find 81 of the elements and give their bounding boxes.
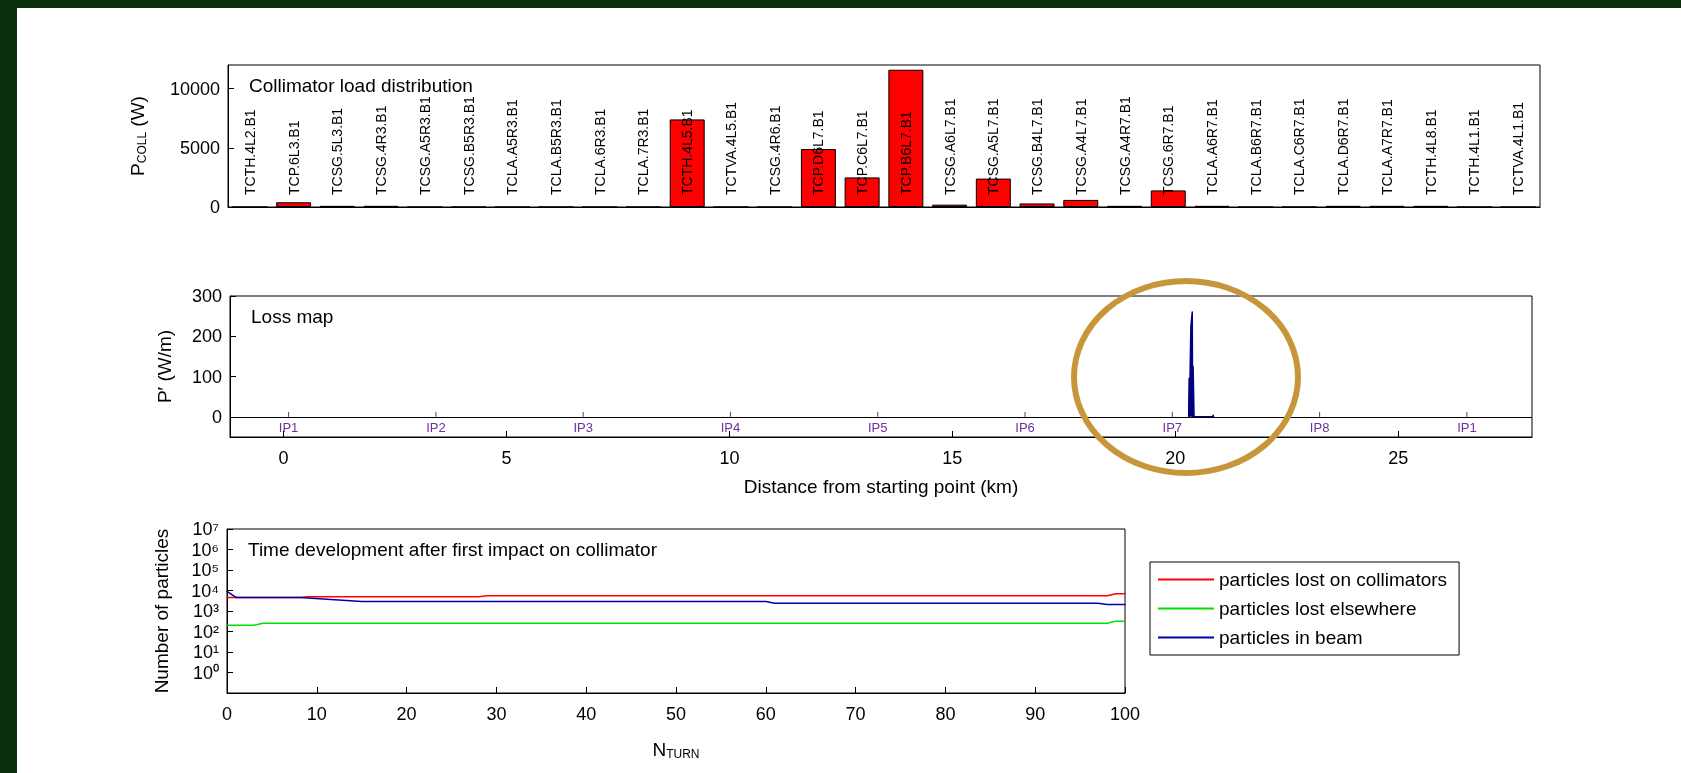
line-series: [226, 590, 1126, 606]
x-tick-label: 50: [665, 704, 687, 724]
text: Time development after first impact on collimator: [248, 539, 658, 560]
x-tick-label: TCLA.B6R7.B1: [1247, 99, 1264, 195]
x-tick-label: TCSG.A4L7.B1: [1072, 98, 1089, 195]
x-tick-label: 5: [501, 448, 512, 468]
x-tick-label: TCLA.A5R3.B1: [504, 99, 521, 195]
x-tick-label: TCSG.A5R3.B1: [416, 95, 433, 195]
x-tick-label: TCSG.5L3.B1: [329, 107, 346, 195]
y-tick-label: 10000: [169, 78, 220, 99]
annotation: IP7: [1162, 420, 1183, 436]
x-tick-label: TCLA.7R3.B1: [635, 108, 652, 195]
x-tick-label: TCSG.A6L7.B1: [941, 98, 958, 195]
x-tick-label: TCLA.A7R7.B1: [1378, 99, 1395, 195]
annotation: IP8: [1309, 420, 1330, 436]
annotation: IP1: [1457, 420, 1477, 436]
x-tick-label: 40: [576, 704, 597, 724]
x-tick-label: TCSG.4R6.B1: [766, 105, 783, 195]
x-tick-label: TCTH.4L5.B1: [679, 109, 696, 195]
y-axis-title: P′ (W/m): [153, 329, 175, 404]
y-tick-label: 100: [191, 366, 222, 387]
x-tick-label: TCTH.4L2.B1: [241, 109, 258, 195]
x-tick-label: TCSG.A4R7.B1: [1116, 95, 1133, 195]
y-tick-label: 10⁴: [191, 580, 219, 601]
y-tick-label: 0: [211, 406, 222, 427]
x-tick-label: 15: [942, 448, 963, 468]
text: Collimator load distribution: [249, 75, 473, 96]
y-tick-label: 10¹: [192, 642, 220, 662]
x-tick-label: TCSG.B4L7.B1: [1029, 98, 1046, 195]
x-tick-label: TCP.D6L7.B1: [810, 110, 827, 195]
x-tick-label: 25: [1388, 448, 1409, 468]
x-tick-label: 80: [935, 704, 956, 724]
annotation: IP4: [720, 420, 741, 436]
y-tick-label: 10⁵: [191, 560, 219, 580]
x-tick-label: TCP.C6L7.B1: [854, 110, 871, 195]
annotation: IP6: [1015, 420, 1035, 436]
x-tick-label: TCP.B6L7.B1: [897, 110, 914, 195]
x-tick-label: 60: [755, 704, 776, 724]
x-tick-label: 0: [278, 448, 289, 468]
x-tick-label: 100: [1109, 704, 1141, 724]
y-tick-label: 10⁷: [192, 519, 219, 539]
x-tick-label: TCTH.4L1.B1: [1466, 109, 1483, 195]
x-tick-label: TCSG.A5L7.B1: [985, 98, 1002, 195]
x-tick-label: 20: [1165, 448, 1186, 468]
text: Loss map: [251, 306, 334, 327]
x-tick-label: TCLA.D6R7.B1: [1335, 98, 1352, 195]
x-tick-label: 70: [845, 704, 866, 724]
y-tick-label: 10⁶: [191, 539, 219, 560]
y-axis-title: PCOLL (W): [126, 96, 149, 176]
y-tick-label: 5000: [179, 137, 220, 158]
x-tick-label: 20: [396, 704, 417, 724]
annotation: IP5: [867, 420, 888, 436]
x-tick-label: TCP.6L3.B1: [285, 120, 302, 195]
annotation: IP1: [278, 420, 299, 436]
y-tick-label: 10⁰: [192, 662, 219, 683]
y-tick-label: 200: [191, 326, 222, 347]
x-tick-label: 30: [486, 704, 507, 724]
y-tick-label: 10²: [192, 621, 220, 642]
x-tick-label: TCTH.4L8.B1: [1422, 109, 1439, 195]
x-tick-label: TCSG.4R3.B1: [373, 105, 390, 195]
x-tick-label: 90: [1025, 704, 1046, 724]
x-tick-label: TCLA.B5R3.B1: [548, 99, 564, 195]
annotation: IP2: [426, 420, 446, 436]
y-tick-label: 0: [209, 197, 220, 217]
x-tick-label: TCLA.6R3.B1: [591, 108, 608, 195]
legend-label: particles lost elsewhere: [1219, 598, 1417, 619]
legend-label: particles lost on collimators: [1219, 569, 1448, 590]
y-axis-title: Number of particles: [150, 528, 172, 694]
x-tick-label: TCLA.C6R7.B1: [1291, 98, 1308, 195]
x-tick-label: TCTVA.4L1.B1: [1510, 101, 1527, 195]
legend-label: particles in beam: [1219, 627, 1363, 648]
x-tick-label: 10: [306, 704, 327, 724]
y-tick-label: 300: [191, 286, 222, 306]
x-tick-label: 10: [719, 448, 740, 468]
x-tick-label: TCSG.6R7.B1: [1160, 105, 1177, 195]
x-tick-label: TCSG.B5R3.B1: [460, 95, 477, 195]
x-axis-title: Distance from starting point (km): [743, 475, 1019, 497]
annotation: IP3: [573, 420, 593, 436]
y-tick-label: 10³: [192, 601, 220, 621]
x-tick-label: TCTVA.4L5.B1: [722, 101, 739, 195]
x-tick-label: TCLA.A6R7.B1: [1204, 99, 1220, 195]
